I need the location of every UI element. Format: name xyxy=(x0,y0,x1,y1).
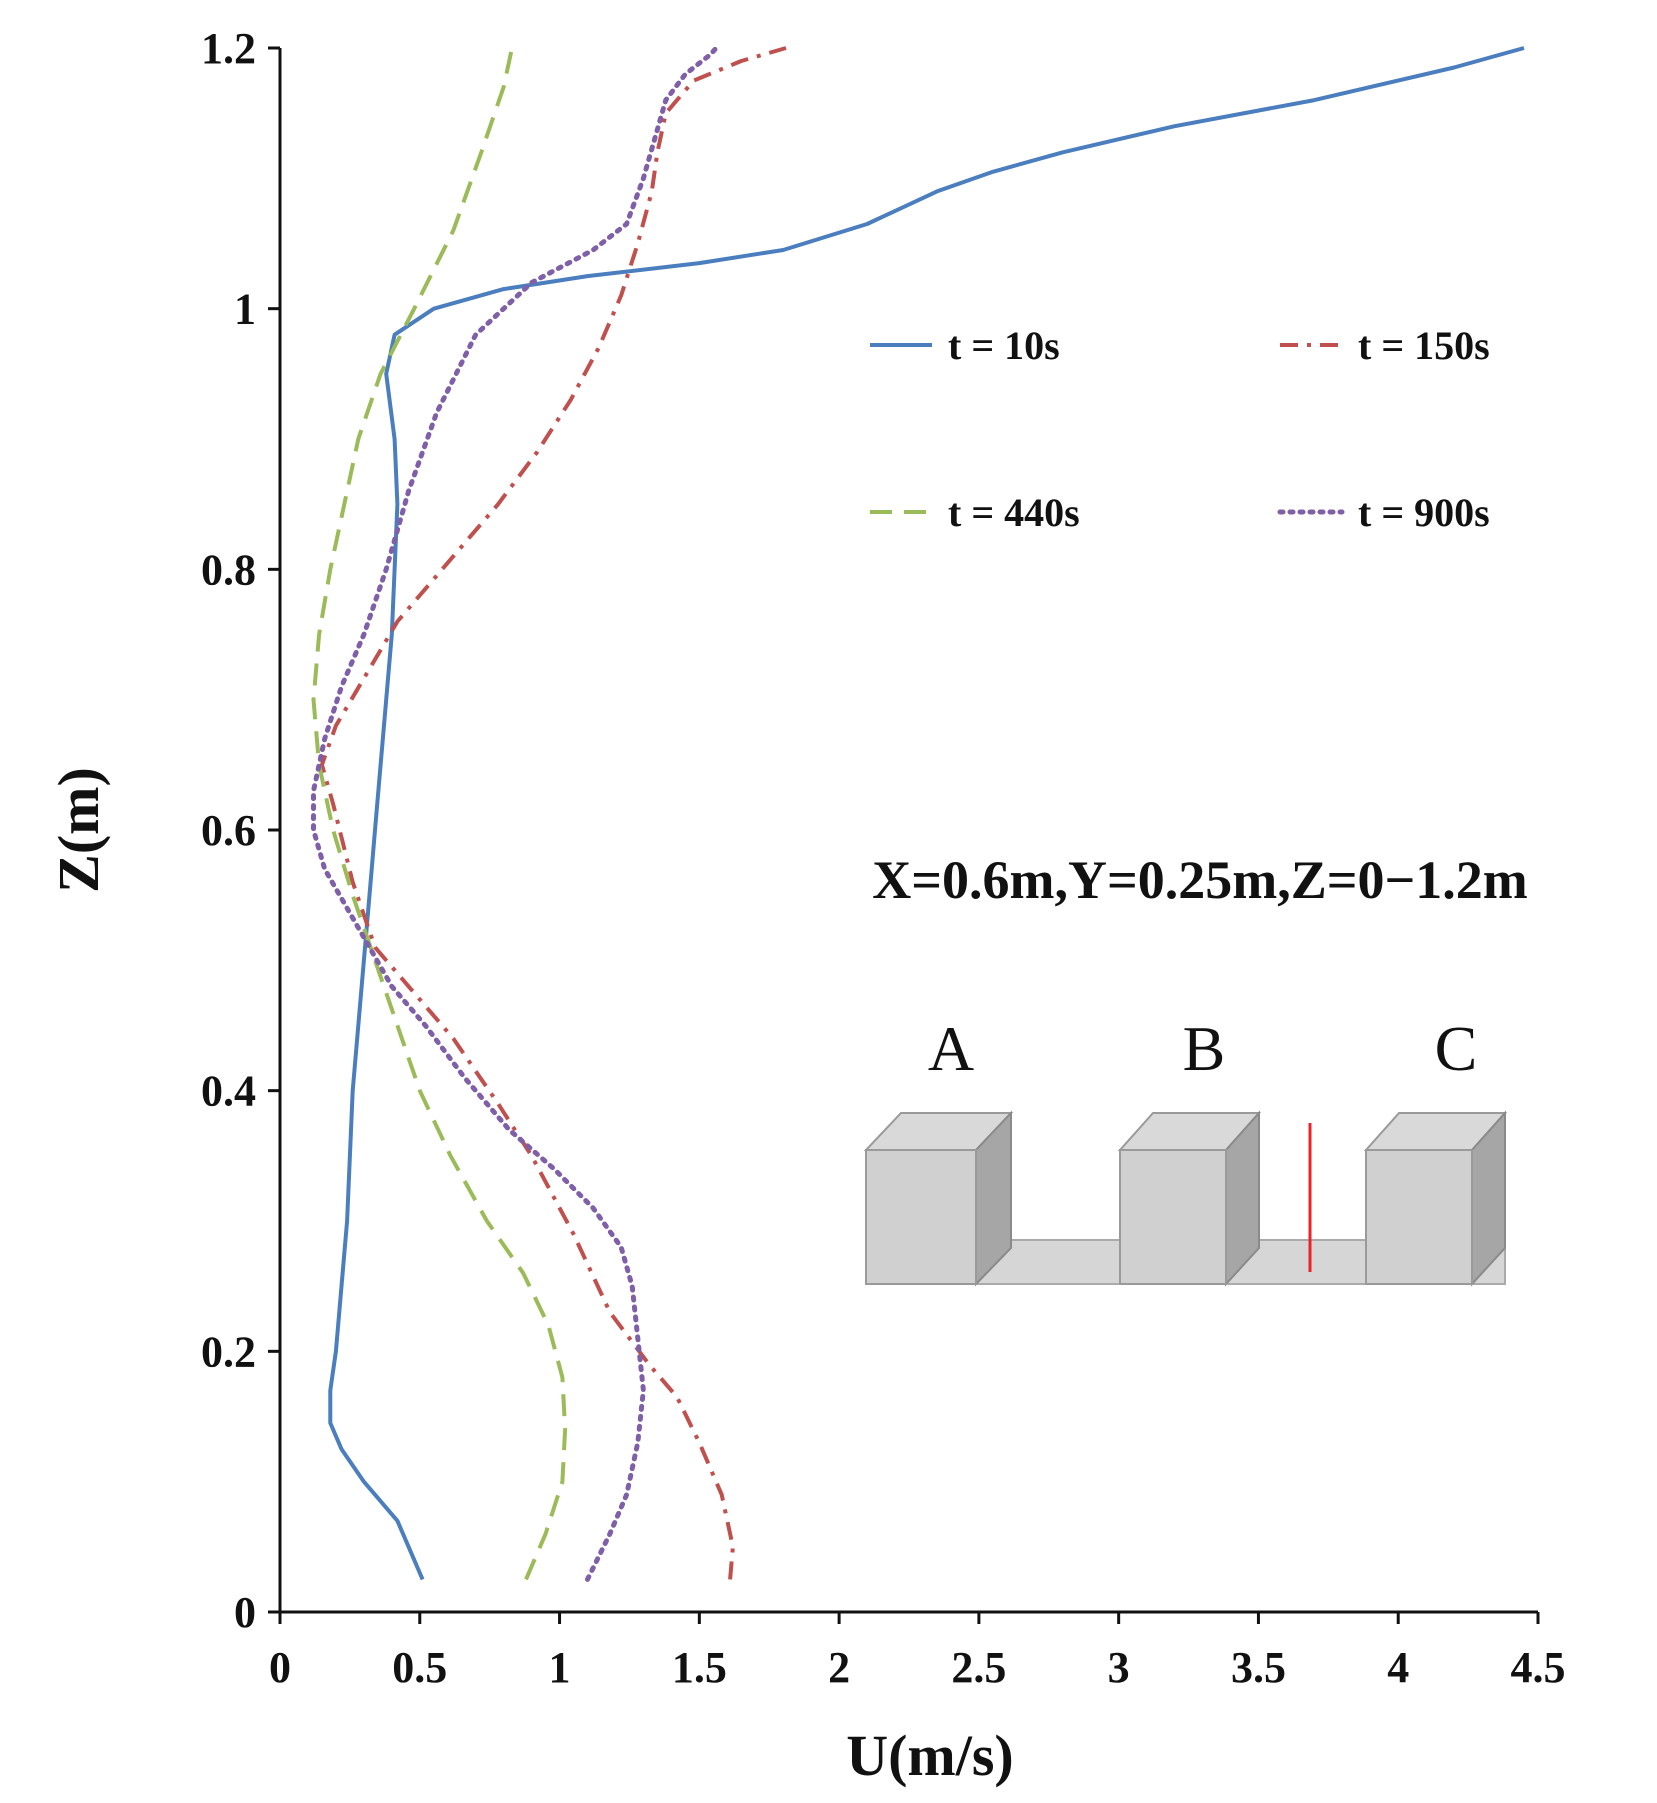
y-tick-label: 0 xyxy=(234,1588,256,1637)
x-tick-label: 0 xyxy=(269,1643,291,1692)
x-tick-label: 3.5 xyxy=(1231,1643,1286,1692)
x-tick-label: 3 xyxy=(1108,1643,1130,1692)
building-c xyxy=(1363,1110,1508,1287)
x-tick-label: 0.5 xyxy=(392,1643,447,1692)
y-tick-label: 1 xyxy=(234,285,256,334)
x-tick-label: 1 xyxy=(549,1643,571,1692)
buildings-inset: A B C xyxy=(863,1013,1508,1287)
y-tick-label: 0.2 xyxy=(201,1327,256,1376)
series-line-3 xyxy=(311,47,568,1581)
series-line-1 xyxy=(328,46,1525,1581)
x-tick-label: 4 xyxy=(1387,1643,1409,1692)
building-a-label: A xyxy=(928,1013,974,1084)
annotation-text: X=0.6m,Y=0.25m,Z=0−1.2m xyxy=(872,850,1528,910)
x-tick-label: 4.5 xyxy=(1511,1643,1566,1692)
x-tick-label: 1.5 xyxy=(672,1643,727,1692)
x-ticks: 0 0.5 1 1.5 2 2.5 3 3.5 4 4.5 xyxy=(269,1612,1566,1692)
legend: t = 10s t = 150s t = 440s t = 900s xyxy=(870,323,1490,535)
building-a-front xyxy=(865,1149,977,1285)
building-b xyxy=(1117,1110,1262,1287)
legend-label-4: t = 900s xyxy=(1358,490,1490,535)
y-ticks: 0 0.2 0.4 0.6 0.8 1 1.2 xyxy=(201,24,280,1637)
axes xyxy=(278,48,1538,1614)
x-tick-label: 2 xyxy=(828,1643,850,1692)
building-b-label: B xyxy=(1183,1013,1226,1084)
series-line-2 xyxy=(319,46,787,1580)
legend-label-1: t = 10s xyxy=(948,323,1060,368)
series-group xyxy=(311,45,1525,1582)
y-tick-label: 0.8 xyxy=(201,545,256,594)
legend-label-2: t = 150s xyxy=(1358,323,1490,368)
y-tick-label: 0.4 xyxy=(201,1067,256,1116)
x-axis-title: U(m/s) xyxy=(846,1723,1014,1788)
legend-label-3: t = 440s xyxy=(948,490,1080,535)
building-b-front xyxy=(1119,1149,1227,1285)
y-axis-title: Z(m) xyxy=(46,767,111,893)
series-line-4 xyxy=(311,45,719,1582)
building-c-label: C xyxy=(1435,1013,1478,1084)
y-tick-label: 1.2 xyxy=(201,24,256,73)
x-tick-label: 2.5 xyxy=(951,1643,1006,1692)
y-tick-label: 0.6 xyxy=(201,806,256,855)
building-a xyxy=(863,1110,1014,1287)
building-c-front xyxy=(1365,1149,1473,1285)
